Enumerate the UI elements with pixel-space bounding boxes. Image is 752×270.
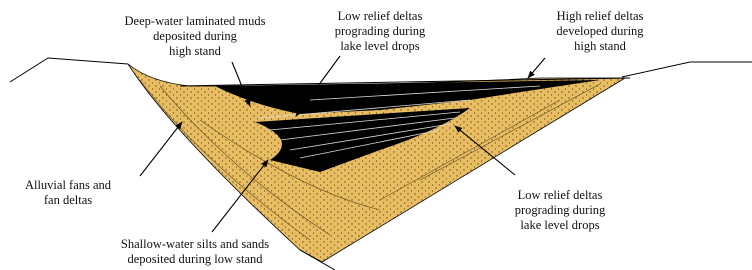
arrow	[528, 58, 545, 78]
label: prograding during	[515, 203, 606, 217]
diagram: Deep-water laminated muds deposited duri…	[0, 0, 752, 270]
label: Deep-water laminated muds	[125, 14, 266, 28]
label: prograding during	[335, 24, 426, 38]
label: Low relief deltas	[518, 188, 603, 202]
terrain-right	[622, 62, 752, 77]
label: high stand	[574, 39, 626, 53]
label: fan deltas	[44, 193, 92, 207]
label: high stand	[169, 44, 221, 58]
label: lake level drops	[340, 39, 419, 53]
label: lake level drops	[520, 218, 599, 232]
label: High relief deltas	[557, 9, 644, 23]
arrow	[140, 122, 182, 176]
label: deposited during low stand	[127, 252, 263, 266]
label: Low relief deltas	[338, 9, 423, 23]
label: Alluvial fans and	[25, 178, 112, 192]
label: developed during	[556, 24, 644, 38]
label: deposited during	[153, 29, 237, 43]
terrain-left	[10, 58, 128, 82]
label: Shallow-water silts and sands	[121, 237, 269, 251]
